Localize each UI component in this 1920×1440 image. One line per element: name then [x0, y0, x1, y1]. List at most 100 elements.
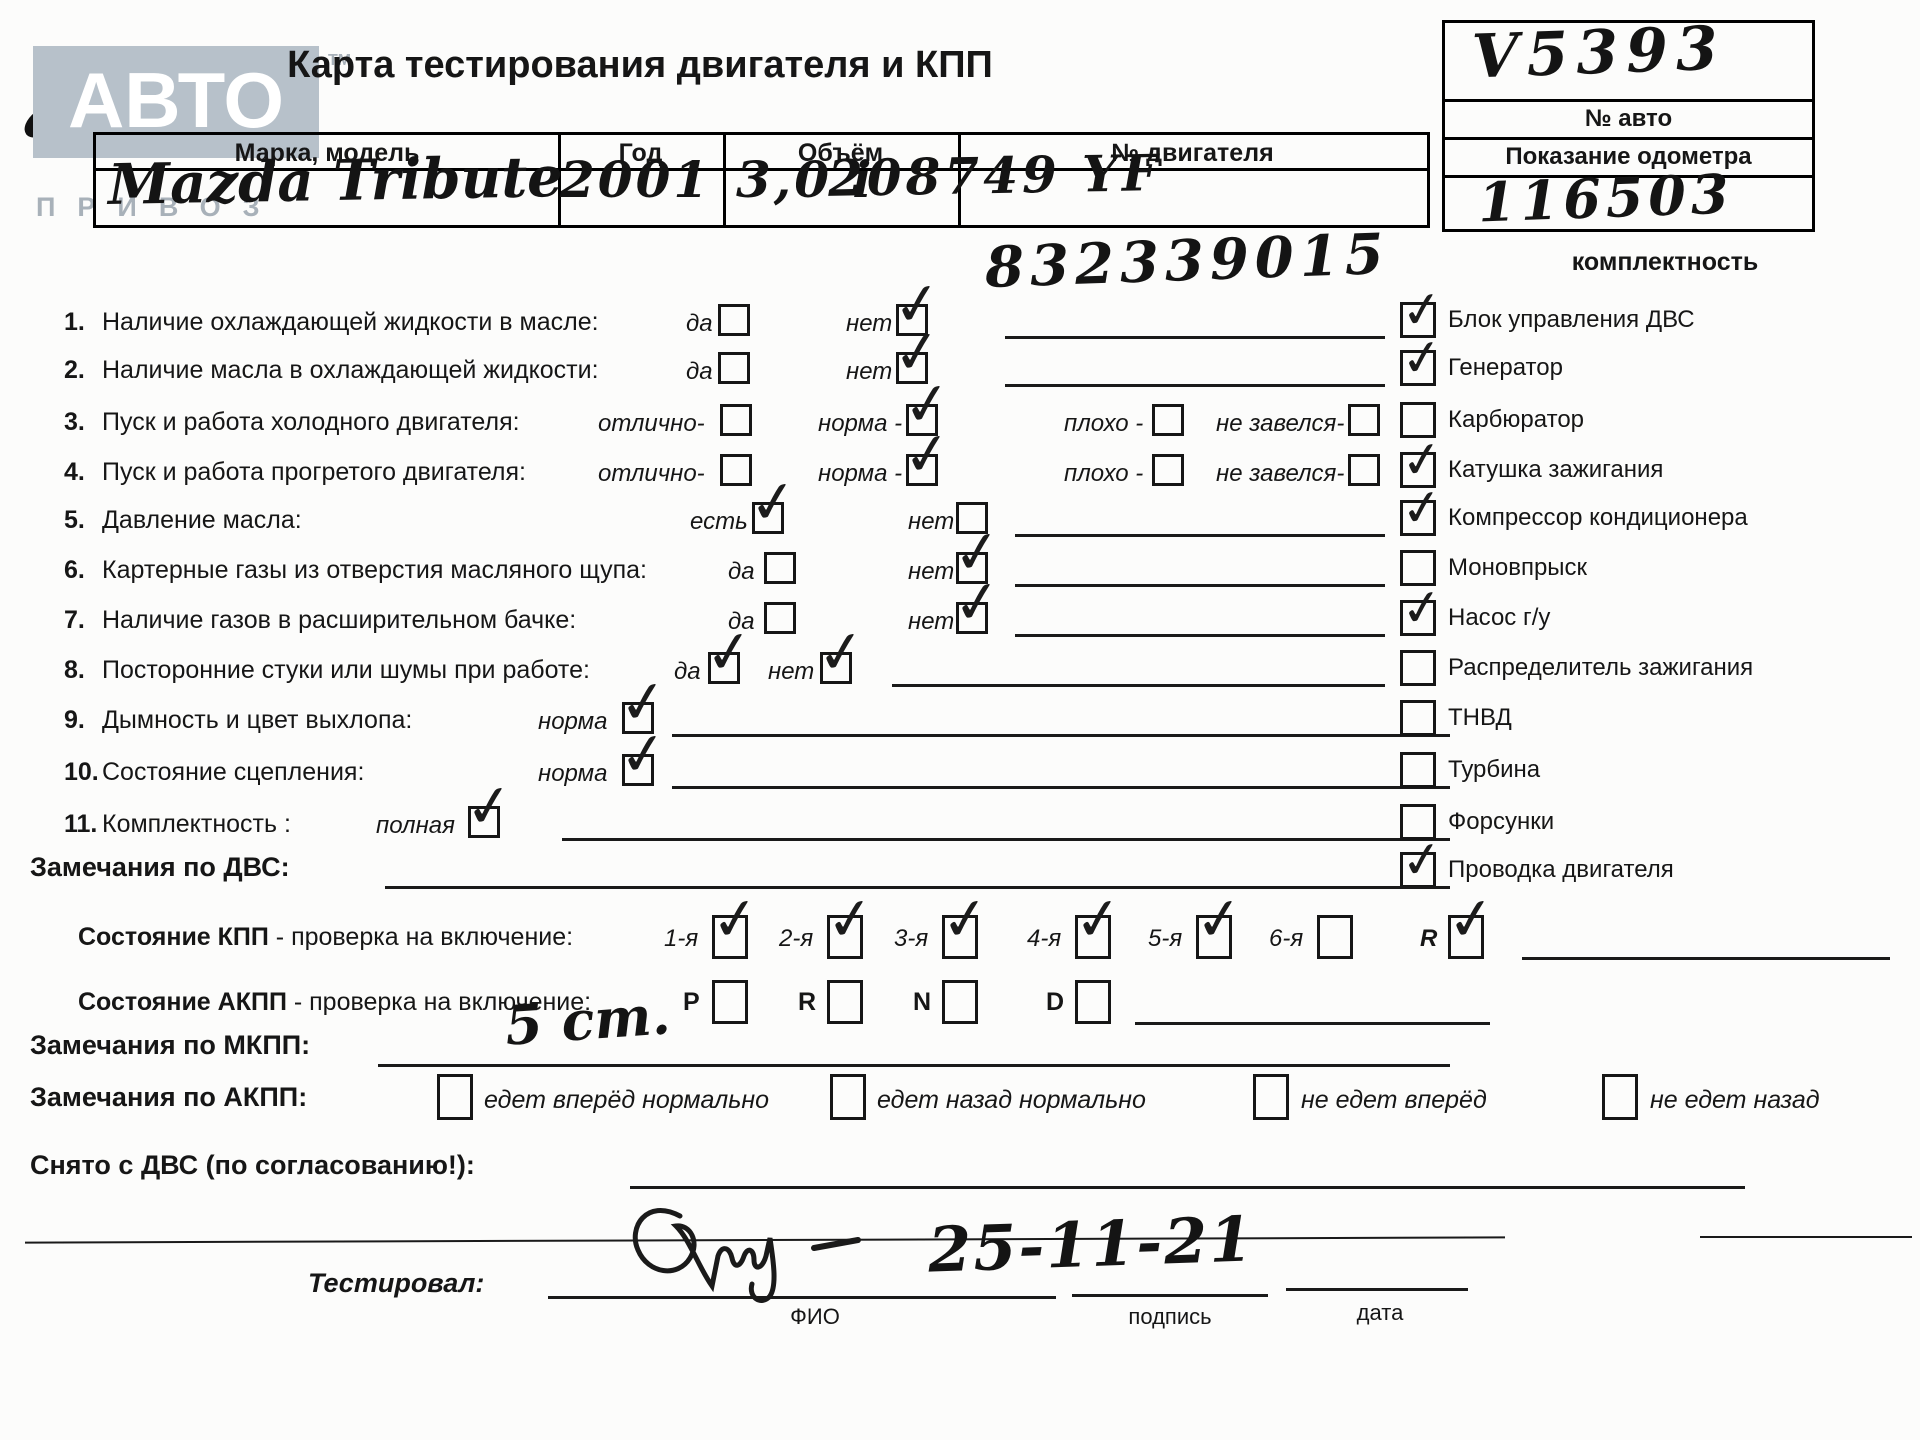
- akpp-label: Состояние АКПП: [78, 988, 287, 1016]
- odometer-value: 116503: [1476, 161, 1735, 235]
- checkbox[interactable]: [712, 980, 748, 1024]
- equipment-label: Блок управления ДВС: [1448, 306, 1695, 333]
- option-label: нет: [846, 358, 893, 385]
- checkbox[interactable]: [1253, 1074, 1289, 1120]
- checkbox[interactable]: [764, 552, 796, 584]
- equipment-label: Насос г/у: [1448, 604, 1551, 631]
- date-label: дата: [1356, 1300, 1404, 1325]
- car-number-value: V5393: [1470, 13, 1727, 93]
- fill-line: [672, 734, 1450, 737]
- item-label: Наличие масла в охлаждающей жидкости:: [102, 356, 599, 384]
- option-label: не едет вперёд: [1301, 1086, 1487, 1114]
- akpp-remarks-label: Замечания по АКПП:: [30, 1082, 308, 1112]
- checkbox[interactable]: [1075, 915, 1111, 959]
- option-label: да: [686, 310, 713, 337]
- engine-number-value: 208749 YF: [827, 143, 1162, 208]
- checkbox[interactable]: [1400, 600, 1436, 636]
- checkbox[interactable]: [906, 454, 938, 486]
- fill-line: [1135, 1022, 1490, 1025]
- checkbox[interactable]: [752, 502, 784, 534]
- checkbox[interactable]: [830, 1074, 866, 1120]
- item-label: Картерные газы из отверстия масляного щу…: [102, 556, 647, 584]
- checkbox[interactable]: [1348, 404, 1380, 436]
- option-label: отлично-: [598, 460, 705, 487]
- checkbox[interactable]: [956, 602, 988, 634]
- checklist-row: 4. Пуск и работа прогретого двигателя: о…: [0, 450, 1920, 496]
- checkbox[interactable]: [942, 980, 978, 1024]
- gear-label: 1-я: [664, 925, 699, 952]
- fill-line: [1015, 534, 1385, 537]
- checkbox[interactable]: [718, 352, 750, 384]
- trademark-mark: ТМ: [328, 52, 352, 69]
- akpp-label-rest: - проверка на включение:: [286, 988, 592, 1016]
- date-value: 25-11-21: [926, 1202, 1256, 1287]
- gear-label: 5-я: [1148, 925, 1183, 952]
- item-number: 7.: [64, 606, 85, 634]
- option-label: норма: [538, 708, 608, 735]
- item-number: 3.: [64, 408, 85, 436]
- checkbox[interactable]: [720, 404, 752, 436]
- checkbox[interactable]: [468, 806, 500, 838]
- checkbox[interactable]: [622, 754, 654, 786]
- option-label: плохо -: [1064, 410, 1144, 437]
- checkbox[interactable]: [1075, 980, 1111, 1024]
- checkbox[interactable]: [1400, 700, 1436, 736]
- checkbox[interactable]: [708, 652, 740, 684]
- checkbox[interactable]: [1400, 752, 1436, 788]
- option-label: да: [728, 558, 755, 585]
- checkbox[interactable]: [1448, 915, 1484, 959]
- logo-subtext: ПРИВОЗ: [36, 192, 282, 222]
- removed-line[interactable]: [630, 1186, 1745, 1189]
- equipment-label: Компрессор кондиционера: [1448, 504, 1748, 531]
- checkbox[interactable]: [712, 915, 748, 959]
- checkbox[interactable]: [1400, 650, 1436, 686]
- col-header-year: Год: [618, 139, 663, 167]
- checkbox[interactable]: [1348, 454, 1380, 486]
- checkbox[interactable]: [1400, 500, 1436, 536]
- mkpp-remarks-label: Замечания по МКПП:: [30, 1030, 311, 1060]
- option-label: да: [674, 658, 701, 685]
- date-line[interactable]: [1286, 1288, 1468, 1291]
- fio-line[interactable]: [548, 1296, 1056, 1299]
- checkbox[interactable]: [1602, 1074, 1638, 1120]
- kpp-label-rest: - проверка на включение:: [268, 923, 574, 951]
- fill-line: [1005, 336, 1385, 339]
- checkbox[interactable]: [1400, 350, 1436, 386]
- fill-line: [892, 684, 1385, 687]
- option-label: едет назад нормально: [877, 1086, 1146, 1114]
- checkbox[interactable]: [1152, 454, 1184, 486]
- option-label: не завелся-: [1216, 460, 1345, 487]
- checkbox[interactable]: [764, 602, 796, 634]
- checkbox[interactable]: [1400, 852, 1436, 888]
- checkbox[interactable]: [827, 980, 863, 1024]
- option-label: нет: [846, 310, 893, 337]
- divider: [1445, 137, 1812, 140]
- checkbox[interactable]: [827, 915, 863, 959]
- checkbox[interactable]: [437, 1074, 473, 1120]
- checkbox[interactable]: [1317, 915, 1353, 959]
- option-label: не едет назад: [1650, 1086, 1820, 1114]
- fill-line: [1522, 957, 1890, 960]
- kpp-label: Состояние КПП: [78, 923, 269, 951]
- dvs-remarks-line[interactable]: [385, 886, 1450, 889]
- checkbox[interactable]: [1152, 404, 1184, 436]
- checkbox[interactable]: [1196, 915, 1232, 959]
- equipment-label: Моновпрыск: [1448, 554, 1588, 581]
- checkbox[interactable]: [718, 304, 750, 336]
- equipment-label: Генератор: [1448, 354, 1563, 381]
- logo: АВТО: [33, 46, 319, 158]
- fill-line: [672, 786, 1450, 789]
- item-label: Давление масла:: [102, 506, 302, 534]
- car-number-label: № авто: [1584, 105, 1673, 132]
- car-number-box: № авто Показание одометра: [1442, 20, 1815, 232]
- checkbox[interactable]: [820, 652, 852, 684]
- option-label: нет: [908, 608, 955, 635]
- item-label: Пуск и работа холодного двигателя:: [102, 408, 520, 436]
- signature-line[interactable]: [1072, 1294, 1268, 1297]
- option-label: нет: [768, 658, 815, 685]
- mkpp-remarks-line[interactable]: [378, 1064, 1450, 1067]
- col-header-volume: Объём: [797, 139, 884, 167]
- equipment-label: ТНВД: [1448, 704, 1512, 731]
- checkbox[interactable]: [942, 915, 978, 959]
- checklist-row: 8. Посторонние стуки или шумы при работе…: [0, 648, 1920, 694]
